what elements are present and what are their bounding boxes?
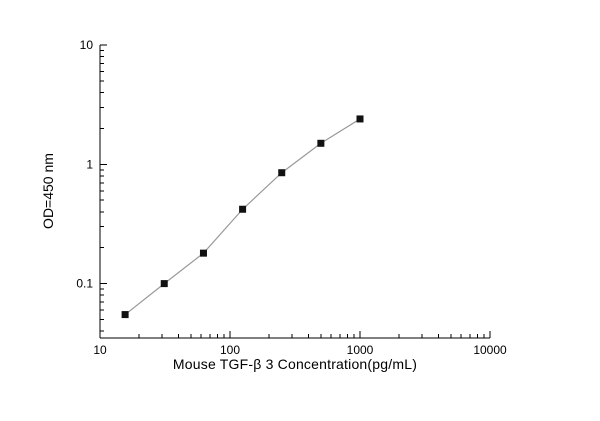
data-point-marker (121, 311, 129, 319)
data-point-marker (317, 139, 325, 147)
data-point-marker (278, 169, 286, 177)
data-point-marker (199, 249, 207, 257)
y-tick-label: 0.1 (76, 277, 93, 291)
data-point-marker (356, 115, 364, 123)
x-tick-label: 10 (93, 343, 107, 357)
data-point-marker (160, 280, 168, 288)
x-axis-label: Mouse TGF-β 3 Concentration(pg/mL) (172, 356, 418, 372)
y-axis-label-text: OD=450 nm (40, 153, 56, 229)
x-tick-label: 10000 (473, 343, 507, 357)
curve-line (124, 118, 361, 316)
y-tick-label: 10 (80, 38, 94, 52)
x-tick-label: 1000 (347, 343, 374, 357)
y-tick-label: 1 (86, 157, 93, 171)
x-tick-label: 100 (220, 343, 240, 357)
data-point-marker (239, 205, 247, 213)
